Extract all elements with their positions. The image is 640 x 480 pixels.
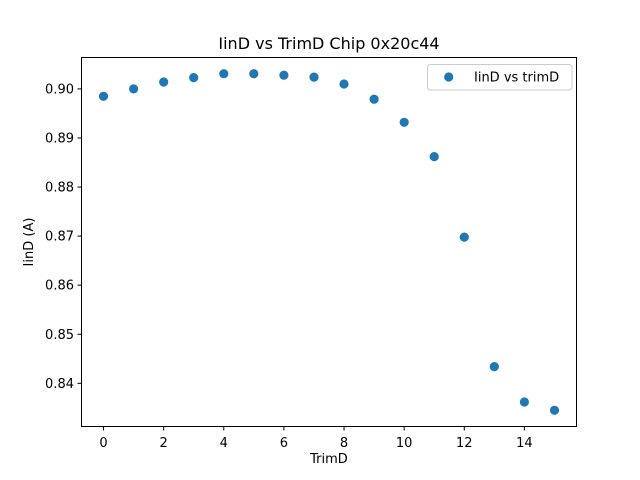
data-point <box>339 79 349 89</box>
y-tick-label: 0.84 <box>45 377 74 392</box>
x-tick-label: 10 <box>396 436 413 451</box>
y-tick-label: 0.86 <box>45 279 74 294</box>
data-point <box>519 397 530 407</box>
data-point <box>219 69 229 79</box>
data-point <box>159 77 169 87</box>
chart-title: IinD vs TrimD Chip 0x20c44 <box>218 34 439 53</box>
data-point <box>189 73 199 83</box>
x-tick-label: 12 <box>456 436 473 451</box>
y-tick-label: 0.85 <box>45 328 74 343</box>
legend-marker-icon <box>444 72 454 82</box>
legend-label: IinD vs trimD <box>474 71 559 86</box>
x-tick-label: 14 <box>516 436 533 451</box>
x-tick-label: 0 <box>99 436 107 451</box>
x-tick-label: 4 <box>220 436 228 451</box>
y-tick-label: 0.88 <box>45 181 74 196</box>
legend: IinD vs trimD <box>427 64 573 91</box>
data-point <box>549 405 560 415</box>
y-tick-label: 0.87 <box>45 230 74 245</box>
data-point <box>489 362 499 372</box>
plot-area: 0 2 4 6 8 10 12 14 0.84 0.85 0.86 0.87 0.88 0.89 0.90 <box>45 57 577 451</box>
data-point <box>279 70 289 80</box>
x-tick-label: 8 <box>340 436 348 451</box>
legend-box <box>427 64 573 91</box>
data-point <box>399 117 409 127</box>
data-point <box>369 94 379 104</box>
data-point <box>309 72 319 82</box>
x-tick-label: 6 <box>280 436 288 451</box>
axes-spines <box>81 57 577 427</box>
data-point <box>98 91 109 101</box>
data-point <box>429 152 439 162</box>
y-axis-label: IinD (A) <box>22 218 37 267</box>
data-point <box>249 69 259 79</box>
data-point <box>459 232 469 242</box>
y-tick-label: 0.90 <box>45 82 74 97</box>
data-point <box>129 84 139 94</box>
y-tick-label: 0.89 <box>45 131 74 146</box>
x-axis-label: TrimD <box>309 452 348 467</box>
x-tick-label: 2 <box>160 436 168 451</box>
